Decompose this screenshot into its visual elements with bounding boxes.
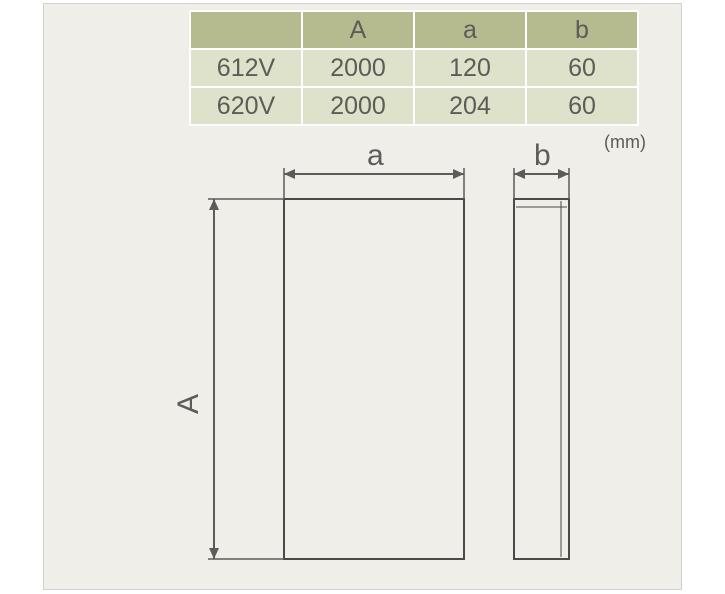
col-header-a: a <box>415 12 525 48</box>
table-row: 620V 2000 204 60 <box>191 88 637 124</box>
cell-A: 2000 <box>303 88 413 124</box>
dimensions-table: A a b 612V 2000 120 60 620V 2000 204 60 <box>189 10 639 126</box>
cell-A: 2000 <box>303 50 413 86</box>
cell-b: 60 <box>527 88 637 124</box>
diagram-svg <box>84 129 644 589</box>
table-header-row: A a b <box>191 12 637 48</box>
col-header-blank <box>191 12 301 48</box>
table-row: 612V 2000 120 60 <box>191 50 637 86</box>
spec-frame: A a b 612V 2000 120 60 620V 2000 204 60 … <box>43 3 682 590</box>
dim-label-a: a <box>367 139 384 173</box>
col-header-A: A <box>303 12 413 48</box>
cell-a: 120 <box>415 50 525 86</box>
cell-b: 60 <box>527 50 637 86</box>
row-label: 620V <box>191 88 301 124</box>
dimension-diagram: A a b <box>84 129 644 589</box>
dim-label-b: b <box>534 139 551 173</box>
cell-a: 204 <box>415 88 525 124</box>
dim-label-A: A <box>172 394 206 414</box>
col-header-b: b <box>527 12 637 48</box>
row-label: 612V <box>191 50 301 86</box>
